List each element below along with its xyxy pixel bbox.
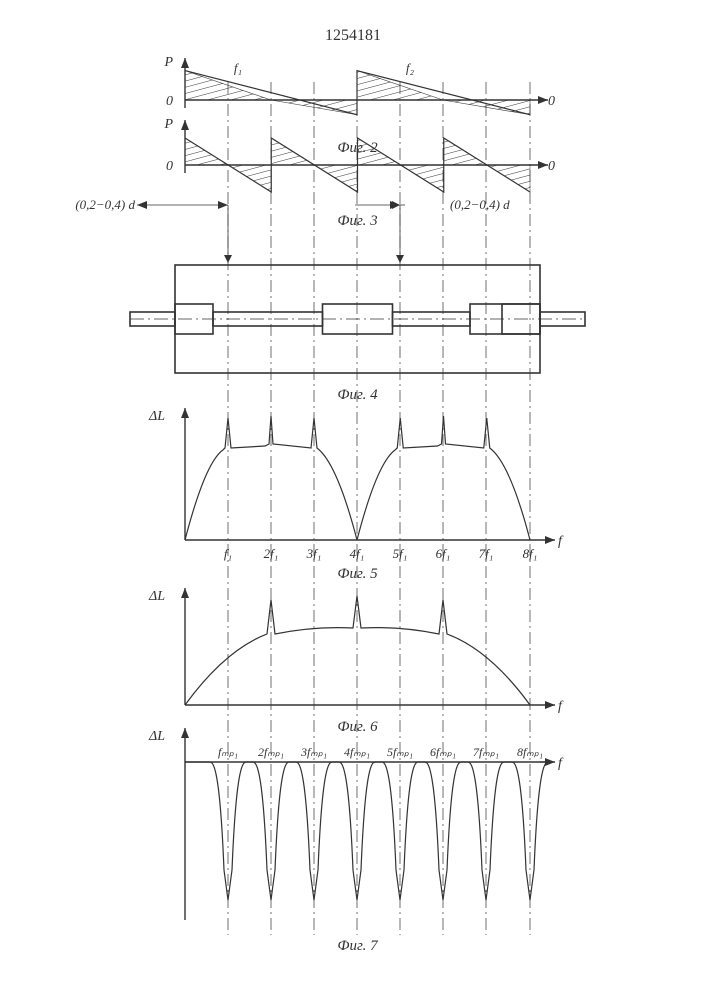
svg-text:5fₘₚ₁: 5fₘₚ₁ <box>387 745 413 759</box>
svg-text:P: P <box>163 117 173 132</box>
svg-text:8f₁: 8f₁ <box>523 546 538 561</box>
svg-text:f₁: f₁ <box>224 546 232 561</box>
svg-text:Фиг. 7: Фиг. 7 <box>337 938 379 954</box>
svg-text:f: f <box>558 699 564 714</box>
svg-text:Фиг. 3: Фиг. 3 <box>337 213 377 229</box>
svg-text:ΔL: ΔL <box>148 409 165 424</box>
svg-text:4f₁: 4f₁ <box>350 546 365 561</box>
svg-text:1254181: 1254181 <box>325 27 381 44</box>
svg-text:f: f <box>558 756 564 771</box>
svg-text:f₁: f₁ <box>234 61 242 76</box>
svg-text:7f₁: 7f₁ <box>479 546 494 561</box>
svg-text:Фиг. 4: Фиг. 4 <box>337 387 378 403</box>
svg-text:P: P <box>163 55 173 70</box>
svg-text:f: f <box>558 534 564 549</box>
figure-canvas: 1254181P00f₁f₂Фиг. 2P00Фиг. 3(0,2−0,4) d… <box>0 0 707 1000</box>
svg-text:fₘₚ₁: fₘₚ₁ <box>218 745 238 759</box>
svg-text:Фиг. 5: Фиг. 5 <box>337 566 378 582</box>
svg-text:f₂: f₂ <box>406 61 415 76</box>
svg-text:6fₘₚ₁: 6fₘₚ₁ <box>430 745 456 759</box>
svg-text:(0,2−0,4) d: (0,2−0,4) d <box>450 197 510 212</box>
svg-text:ΔL: ΔL <box>148 729 165 744</box>
svg-text:2f₁: 2f₁ <box>264 546 279 561</box>
svg-text:ΔL: ΔL <box>148 589 165 604</box>
svg-text:7fₘₚ₁: 7fₘₚ₁ <box>473 745 499 759</box>
svg-text:0: 0 <box>166 94 173 109</box>
svg-text:3fₘₚ₁: 3fₘₚ₁ <box>300 745 327 759</box>
svg-text:0: 0 <box>548 94 555 109</box>
svg-text:6f₁: 6f₁ <box>436 546 451 561</box>
svg-text:8fₘₚ₁: 8fₘₚ₁ <box>517 745 543 759</box>
svg-text:0: 0 <box>166 159 173 174</box>
svg-text:5f₁: 5f₁ <box>393 546 408 561</box>
svg-text:(0,2−0,4) d: (0,2−0,4) d <box>75 197 135 212</box>
svg-text:4fₘₚ₁: 4fₘₚ₁ <box>344 745 370 759</box>
svg-text:2fₘₚ₁: 2fₘₚ₁ <box>258 745 284 759</box>
svg-text:Фиг. 6: Фиг. 6 <box>337 719 378 735</box>
svg-text:0: 0 <box>548 159 555 174</box>
svg-text:3f₁: 3f₁ <box>306 546 322 561</box>
